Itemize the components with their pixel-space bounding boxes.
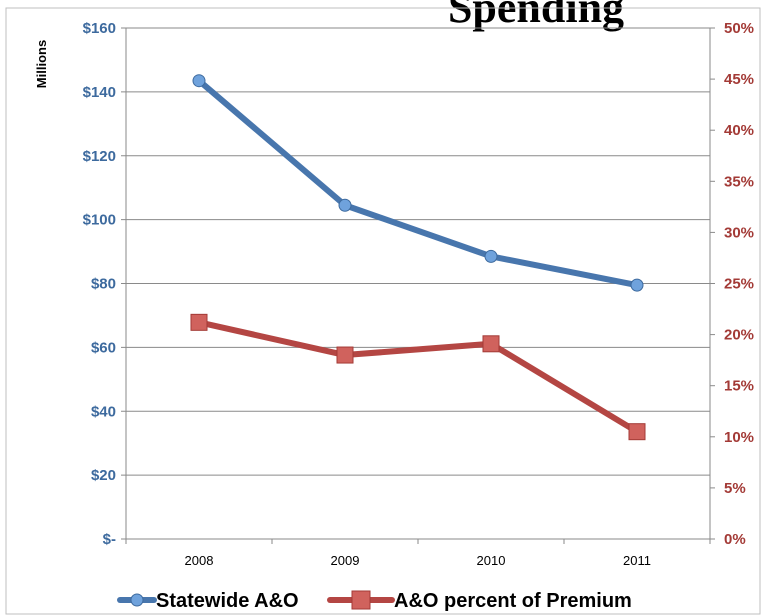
chart-title: Spending	[448, 0, 624, 32]
right-tick-label: 5%	[724, 480, 746, 497]
legend-marker-circle	[130, 593, 144, 607]
left-tick-label: $40	[91, 403, 116, 420]
x-axis-ticks: 2008 2009 2010 2011	[125, 539, 711, 568]
x-tick-label: 2008	[185, 553, 214, 568]
series-1	[192, 74, 644, 292]
x-tick-label: 2011	[623, 553, 651, 568]
legend-marker-square	[351, 590, 371, 610]
series	[190, 74, 646, 441]
series-line	[196, 77, 640, 289]
data-point-square	[336, 346, 354, 364]
data-point-square	[628, 423, 646, 441]
gridlines	[126, 27, 710, 476]
right-tick-label: 15%	[724, 378, 754, 395]
left-axis-units-label: Millions	[34, 40, 49, 88]
left-tick-label: $140	[83, 84, 116, 101]
left-tick-label: $80	[91, 276, 116, 293]
legend-label: A&O percent of Premium	[394, 590, 632, 612]
data-point-circle	[192, 74, 206, 88]
legend-item-2: A&O percent of Premium	[327, 590, 632, 612]
data-point-circle	[630, 278, 644, 292]
right-tick-label: 50%	[724, 20, 754, 37]
legend-item-1: Statewide A&O	[117, 590, 299, 612]
series-line	[196, 319, 640, 435]
data-point-square	[482, 335, 500, 353]
left-tick-label: $-	[103, 531, 116, 548]
legend: Statewide A&O A&O percent of Premium	[117, 590, 632, 612]
right-tick-label: 35%	[724, 173, 754, 190]
right-tick-label: 30%	[724, 224, 754, 241]
left-tick-label: $120	[83, 148, 116, 165]
series-2	[190, 313, 646, 441]
left-tick-label: $100	[83, 212, 116, 229]
right-tick-label: 10%	[724, 429, 754, 446]
data-point-circle	[484, 249, 498, 263]
right-tick-label: 45%	[724, 71, 754, 88]
data-point-circle	[338, 198, 352, 212]
left-tick-label: $60	[91, 339, 116, 356]
right-tick-label: 0%	[724, 531, 746, 548]
chart-border	[5, 7, 761, 615]
x-tick-label: 2010	[477, 553, 506, 568]
right-tick-label: 40%	[724, 122, 754, 139]
data-point-square	[190, 313, 208, 331]
right-axis-ticks: 0% 5% 10% 15% 20% 25% 30% 35% 40% 45% 50%	[710, 20, 754, 548]
left-tick-label: $20	[91, 467, 116, 484]
legend-label: Statewide A&O	[156, 590, 299, 612]
right-tick-label: 20%	[724, 327, 754, 344]
left-axis-ticks: $- $20 $40 $60 $80 $100 $120 $140 $160	[83, 20, 126, 548]
x-tick-label: 2009	[331, 553, 360, 568]
left-tick-label: $160	[83, 20, 116, 37]
right-tick-label: 25%	[724, 276, 754, 293]
